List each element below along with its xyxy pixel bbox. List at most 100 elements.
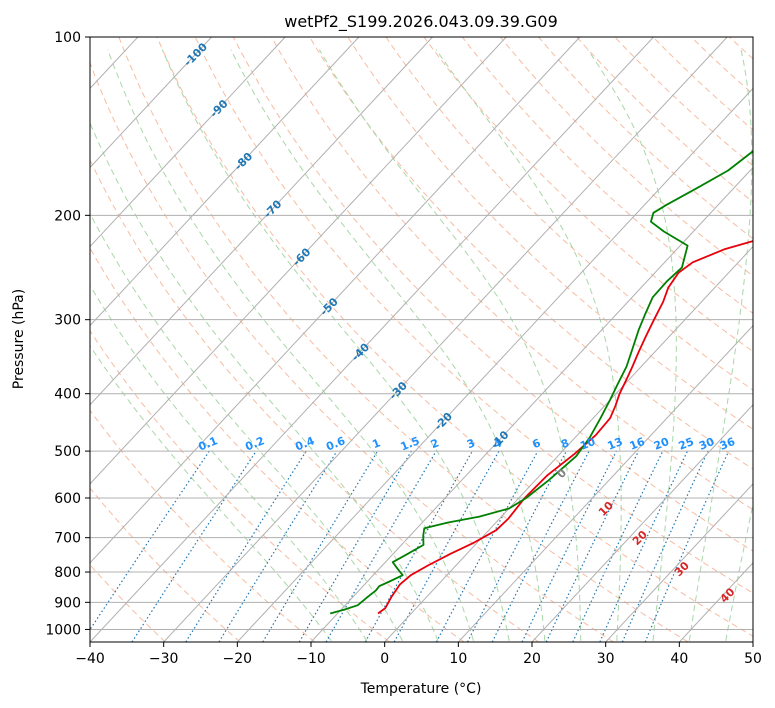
mixing-ratio-label: 10 — [578, 435, 597, 453]
mixing-ratio-line — [435, 450, 539, 642]
moist-adiabat — [161, 49, 510, 641]
dry-adiabat — [423, 37, 753, 353]
x-axis: −40 −30 −20 −10 0 10 20 30 40 50 — [75, 642, 762, 667]
mixing-ratio-label: 6 — [531, 436, 543, 451]
y-tick-label: 100 — [54, 30, 81, 46]
isotherm-line — [605, 483, 753, 642]
y-tick-label: 300 — [54, 313, 81, 329]
mixing-ratio-line — [521, 450, 617, 642]
isotherm-line — [531, 404, 753, 642]
y-tick-label: 600 — [54, 491, 81, 507]
background-lines — [90, 37, 775, 642]
mixing-ratio-label: 8 — [559, 436, 571, 451]
x-tick-label: 10 — [449, 651, 467, 667]
dry-adiabat — [768, 37, 775, 642]
mixing-ratio-line — [298, 450, 412, 642]
x-tick-label: −10 — [296, 651, 326, 667]
dry-adiabat — [194, 37, 753, 594]
x-axis-title: Temperature (°C) — [360, 681, 482, 697]
mixing-ratio-line — [393, 450, 500, 642]
mixing-ratio-label: 2 — [429, 436, 441, 451]
dry-adiabat — [90, 487, 241, 642]
mixing-ratio-line — [491, 450, 590, 642]
isotherm-line — [163, 37, 728, 642]
dry-adiabat — [90, 409, 316, 642]
isotherm-line — [90, 37, 507, 485]
isotherm-line — [90, 37, 212, 169]
x-tick-label: 20 — [523, 651, 541, 667]
isotherm-line — [90, 37, 654, 642]
x-tick-label: −20 — [223, 651, 253, 667]
y-axis-title: Pressure (hPa) — [11, 289, 27, 389]
x-tick-label: 40 — [670, 651, 688, 667]
mixing-ratio-label: 16 — [628, 435, 647, 453]
mixing-ratio-line — [131, 450, 257, 642]
mixing-ratio-line — [262, 450, 379, 642]
mixing-ratio-label: 1 — [370, 436, 382, 451]
mixing-ratio-label: 30 — [697, 435, 716, 453]
isotherm-line — [752, 641, 753, 642]
dry-adiabat — [652, 37, 753, 131]
mixing-ratio-label: 3 — [465, 436, 477, 451]
mixing-ratio-label: 20 — [652, 435, 671, 453]
chart-title: wetPf2_S199.2026.043.09.39.G09 — [284, 12, 558, 32]
mixing-ratio-line — [572, 450, 664, 642]
mixing-ratio-line — [545, 450, 640, 642]
x-tick-label: −40 — [75, 651, 105, 667]
moist-adiabat — [725, 501, 753, 641]
moist-adiabat — [230, 49, 546, 641]
mixing-ratio-label: 25 — [677, 435, 696, 453]
mixing-ratio-line — [644, 450, 730, 642]
dry-adiabat — [118, 37, 689, 642]
y-tick-label: 800 — [54, 565, 81, 581]
dry-adiabat — [500, 37, 753, 277]
mixing-ratio-line — [218, 450, 338, 642]
dry-adiabat — [90, 159, 540, 642]
isotherm-line — [678, 562, 753, 642]
y-tick-label: 400 — [54, 387, 81, 403]
mixing-ratio-label: 36 — [718, 435, 737, 453]
mixing-ratio-line — [185, 450, 307, 642]
dry-adiabat — [309, 37, 753, 470]
moist-adiabat-label: 30 — [672, 559, 692, 579]
temperature-profile — [377, 240, 753, 615]
y-tick-label: 900 — [54, 595, 81, 611]
mixing-ratio-line — [364, 450, 473, 642]
y-tick-label: 500 — [54, 444, 81, 460]
moist-adiabat — [107, 49, 474, 641]
isotherm-line — [90, 37, 433, 406]
dry-adiabat — [461, 37, 753, 314]
dry-adiabat — [90, 247, 465, 642]
dewpoint-profile — [329, 150, 753, 615]
moist-adiabat — [90, 121, 439, 641]
isotherm-line — [90, 37, 360, 327]
isotherm-line — [90, 37, 286, 248]
moist-adiabat-label: 20 — [630, 528, 650, 548]
y-tick-label: 1000 — [45, 622, 81, 638]
moist-adiabat — [688, 49, 753, 641]
mixing-ratio-line — [599, 450, 689, 642]
mixing-ratio-line — [621, 450, 709, 642]
plot-frame — [89, 36, 754, 643]
isotherm-line — [310, 166, 753, 642]
dry-adiabat — [729, 37, 753, 60]
isotherm-line — [236, 87, 753, 642]
dry-adiabat — [90, 61, 614, 642]
isotherm-line — [90, 37, 581, 564]
y-tick-label: 200 — [54, 208, 81, 224]
y-tick-label: 700 — [54, 531, 81, 547]
mixing-ratio-label: 13 — [606, 435, 625, 453]
x-tick-label: 0 — [380, 651, 389, 667]
y-axis: 100 200 300 400 500 600 700 800 900 1000 — [45, 30, 90, 638]
moist-adiabat — [587, 49, 677, 641]
dry-adiabat — [90, 329, 390, 642]
x-tick-label: 50 — [744, 651, 762, 667]
isotherm-line — [457, 324, 753, 642]
series-lines — [329, 150, 753, 615]
moist-adiabat — [435, 49, 622, 641]
isotherm-line — [0, 37, 64, 642]
isotherm-line — [384, 245, 753, 642]
isotherm-label: -100 — [181, 40, 210, 69]
mixing-ratio-line — [90, 450, 210, 631]
